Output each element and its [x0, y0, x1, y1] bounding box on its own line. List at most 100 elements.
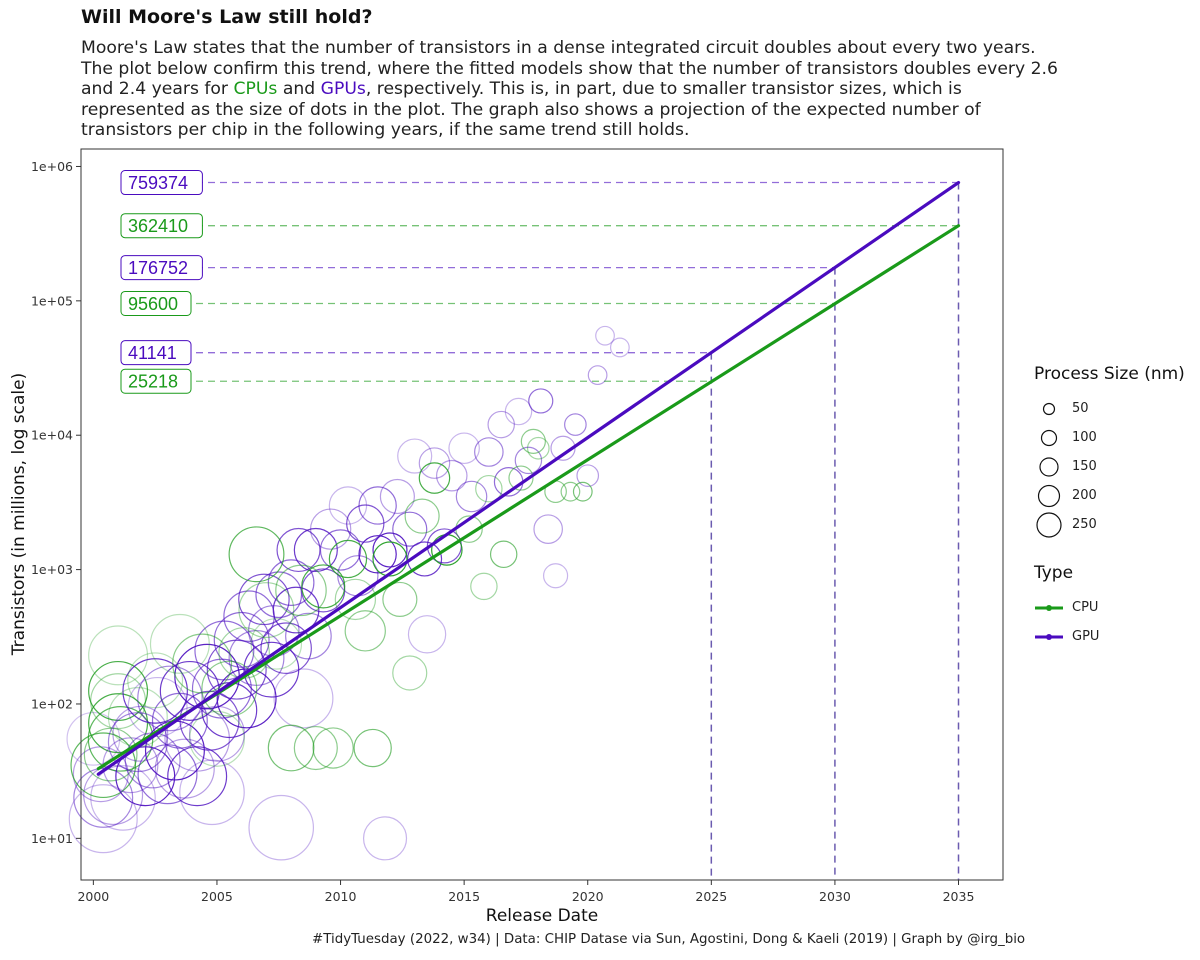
- cpu-data-point: [238, 582, 295, 639]
- cpu-data-point: [392, 655, 428, 691]
- label-box: [120, 290, 192, 316]
- x-tick-label: 2030: [819, 889, 851, 904]
- label-value: 41141: [128, 343, 177, 363]
- cpu-projection-label-2025: 25218: [120, 368, 192, 394]
- y-tick-label: 1e+05: [31, 293, 73, 308]
- type-legend-item: CPU: [1034, 593, 1185, 622]
- label-box: [120, 170, 203, 196]
- x-tick-label: 2005: [201, 889, 233, 904]
- gpu-data-point: [514, 446, 543, 475]
- size-legend: 50 100 150 200 250: [1034, 394, 1185, 539]
- cpu-data-point: [90, 673, 147, 730]
- cpu-data-point: [83, 727, 138, 782]
- projection-layer: [196, 181, 960, 880]
- cpu-data-point: [572, 481, 593, 502]
- label-box: [120, 368, 192, 394]
- gpu-data-point: [272, 586, 320, 634]
- subtitle-text-1: Moore's Law states that the number of tr…: [81, 38, 1058, 99]
- cpu-data-point: [508, 465, 534, 491]
- gpu-data-point: [216, 668, 277, 729]
- x-axis: 2000 2005 2010 2015 2020 2025 2030 2035: [77, 880, 974, 904]
- cpu-data-point: [275, 564, 327, 617]
- cpu-data-point: [149, 613, 210, 674]
- line-swatch-icon: [1034, 632, 1064, 642]
- gpu-data-point: [260, 622, 312, 674]
- gpu-data-point: [595, 325, 615, 346]
- gpu-projection-label-2030: 176752: [120, 255, 203, 281]
- gpu-data-point: [392, 511, 428, 547]
- x-tick-label: 2000: [77, 889, 109, 904]
- gpu-data-point: [528, 388, 554, 414]
- y-tick-label: 1e+06: [31, 159, 73, 174]
- gpu-data-point: [372, 532, 408, 568]
- gpu-data-point: [448, 432, 480, 465]
- cpu-data-point: [382, 581, 418, 617]
- gpu-data-point: [362, 816, 408, 861]
- gpu-data-point: [455, 480, 488, 513]
- cpu-projection-label-2030: 95600: [120, 290, 192, 316]
- size-circle-icon: [1034, 482, 1064, 510]
- type-legend-item: GPU: [1034, 622, 1185, 651]
- gpu-data-point: [542, 563, 569, 589]
- size-legend-item: 50: [1034, 394, 1185, 423]
- size-legend-item: 100: [1034, 423, 1185, 452]
- gpu-data-point: [248, 794, 315, 861]
- gpu-data-point: [194, 620, 255, 681]
- cpu-data-point: [526, 436, 550, 460]
- gpu-data-point: [358, 535, 397, 574]
- cpu-data-point: [87, 706, 154, 772]
- cpu-data-point: [470, 572, 498, 601]
- size-legend-item: 250: [1034, 510, 1185, 539]
- gpu-data-point: [66, 711, 121, 766]
- gpu-data-point: [487, 410, 515, 439]
- fit-lines-layer: [96, 180, 961, 776]
- gpu-data-point: [397, 438, 433, 474]
- gpu-data-point: [576, 464, 600, 488]
- cpu-data-point: [334, 578, 377, 621]
- label-box: [120, 340, 192, 366]
- legend-type-title: Type: [1034, 563, 1074, 583]
- size-circle-icon: [1034, 453, 1064, 481]
- y-tick-label: 1e+04: [31, 428, 73, 443]
- gpu-data-point: [273, 668, 334, 729]
- gpu-data-point: [407, 615, 447, 654]
- size-legend-label: 250: [1072, 517, 1097, 532]
- size-legend-label: 50: [1072, 401, 1089, 416]
- gpu-data-point: [255, 571, 303, 619]
- cpu-data-point: [489, 540, 518, 569]
- gpu-data-point: [609, 337, 630, 358]
- chart-caption: #TidyTuesday (2022, w34) | Data: CHIP Da…: [312, 932, 1026, 947]
- label-box: [120, 255, 203, 281]
- subtitle-cpu-word: CPUs: [233, 79, 278, 99]
- gpu-data-point: [213, 611, 270, 668]
- gpu-data-point: [238, 573, 290, 626]
- gpu-data-point: [504, 397, 533, 426]
- subtitle-text-2: and: [277, 79, 321, 99]
- gpu-data-point: [418, 447, 451, 479]
- label-box: [120, 213, 203, 239]
- cpu-data-point: [418, 462, 451, 494]
- subtitle-gpu-word: GPUs: [320, 79, 366, 99]
- gpu-data-point: [201, 682, 258, 739]
- gpu-data-point: [285, 612, 332, 660]
- cpu-data-point: [267, 724, 315, 772]
- gpu-data-point: [564, 413, 587, 436]
- x-tick-label: 2025: [695, 889, 727, 904]
- gpu-data-point: [188, 705, 245, 762]
- cpu-data-point: [312, 727, 354, 769]
- type-legend-label: CPU: [1072, 600, 1099, 615]
- plot-panel-border: [80, 148, 1004, 881]
- subtitle-text-3: , respectively. This is, in part, due to…: [81, 79, 981, 140]
- gpu-data-point: [587, 365, 608, 386]
- legend: Process Size (nm) 50 100 150 200 250 Type CP…: [1034, 364, 1185, 651]
- cpu-data-point: [228, 526, 285, 583]
- line-swatch-icon: [1034, 603, 1064, 613]
- gpu-data-point: [533, 514, 563, 544]
- y-tick-label: 1e+03: [31, 562, 73, 577]
- cpu-data-point: [475, 474, 503, 503]
- cpu-projection-label-2035: 362410: [120, 213, 203, 239]
- gpu-data-point: [337, 555, 379, 597]
- gpu-fit-line: [96, 180, 961, 776]
- gpu-data-point: [68, 784, 138, 854]
